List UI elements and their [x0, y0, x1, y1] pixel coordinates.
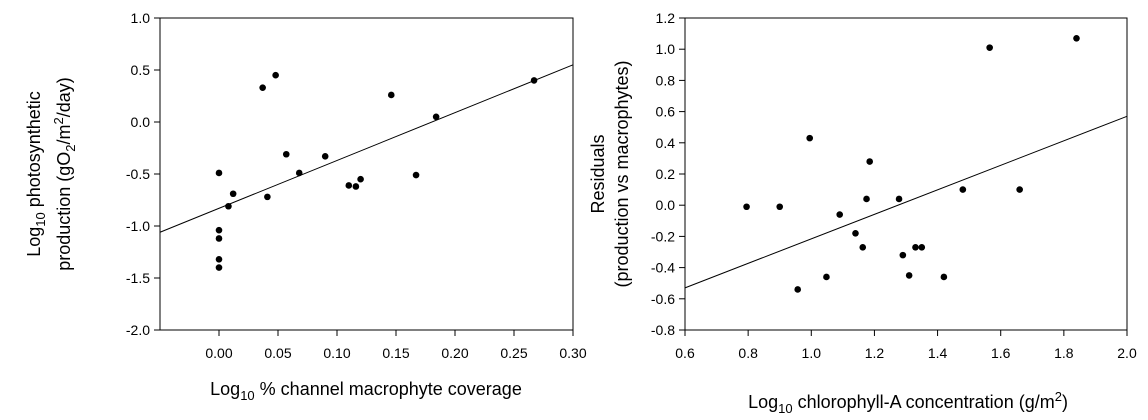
right-data-point	[863, 195, 870, 203]
left-data-point	[345, 182, 353, 189]
left-data-point	[321, 153, 329, 160]
right-data-point	[895, 195, 903, 203]
right-data-point	[806, 134, 814, 142]
right-data-point	[899, 251, 907, 259]
left-data-point	[264, 193, 271, 201]
right-chart: 0.6 0.8 1.0 1.2 1.4 1.6 1.8 2.0 -0.8-0.6-0.4-0.…	[588, 10, 1137, 416]
right-y-axis-ticks: -0.8 -0.6 -0.4 -0.2 0.0 0.2 0.4 0.6 0.8 1.0 1.2	[651, 10, 685, 338]
right-x-tick-label: 0.8	[738, 345, 758, 361]
right-y-tick-label: 0.2	[656, 166, 676, 182]
right-regression-line	[684, 115, 1128, 289]
right-y-tick-label: -0.6	[651, 291, 675, 307]
left-x-tick-label: 0.05	[264, 345, 291, 361]
left-y-axis-label-line2: production (gO2/m2/day)	[51, 77, 78, 271]
left-data-point	[387, 91, 395, 99]
right-data-point	[852, 229, 859, 237]
right-y-tick-label: 1.0	[656, 41, 676, 57]
right-data-point	[986, 44, 993, 51]
left-y-tick-label: -1.5	[126, 270, 150, 286]
right-x-tick-label: 1.4	[928, 345, 948, 361]
right-y-tick-label: 0.4	[656, 135, 676, 151]
right-y-tick-label: 0.6	[656, 104, 676, 120]
left-data-point	[215, 235, 223, 242]
left-x-axis-label: Log10 % channel macrophyte coverage	[210, 379, 522, 403]
right-data-point	[836, 211, 843, 218]
left-x-tick-label: 0.00	[205, 345, 232, 361]
left-y-tick-label: 0.0	[131, 114, 151, 130]
left-y-tick-label: -1.0	[126, 218, 150, 234]
right-data-point	[743, 203, 750, 211]
left-data-point	[259, 84, 266, 91]
right-fit-line	[684, 115, 1128, 289]
right-data-point	[1016, 186, 1023, 193]
left-data-point	[229, 190, 237, 198]
left-y-tick-label: -0.5	[126, 166, 150, 182]
right-y-tick-label: -0.8	[651, 322, 675, 338]
right-x-tick-label: 1.8	[1054, 345, 1074, 361]
right-data-point	[866, 158, 873, 165]
left-data-point	[272, 71, 279, 79]
left-data-points	[215, 71, 538, 271]
left-y-tick-label: 0.5	[131, 62, 151, 78]
right-plot-frame	[684, 17, 1128, 331]
right-x-tick-label: 1.2	[865, 345, 885, 361]
left-data-point	[295, 169, 303, 177]
left-regression-line	[159, 64, 574, 233]
right-data-points	[743, 34, 1080, 293]
left-data-point	[530, 77, 538, 84]
right-y-tick-label: 0.0	[656, 197, 676, 213]
left-x-tick-label: 0.10	[323, 345, 350, 361]
left-data-point	[215, 169, 223, 177]
right-data-point	[959, 186, 967, 193]
left-data-point	[357, 175, 364, 183]
left-x-tick-label: 0.30	[559, 345, 586, 361]
right-data-point	[794, 286, 802, 293]
right-data-point	[859, 244, 867, 251]
left-y-tick-label: 1.0	[131, 10, 151, 26]
left-chart: 0.00 0.05 0.10 0.15 0.20 0.25 0.30 -2.0 -1.5 -1.…	[24, 10, 587, 403]
left-data-point	[215, 264, 223, 271]
left-x-tick-label: 0.20	[441, 345, 468, 361]
right-data-point	[1073, 34, 1080, 42]
right-y-tick-label: 1.2	[656, 10, 676, 26]
left-data-point	[215, 226, 223, 234]
right-data-point	[912, 244, 919, 251]
left-y-tick-label: -2.0	[126, 322, 150, 338]
right-y-axis-label-line2: (production vs macrophytes)	[612, 60, 632, 287]
left-x-tick-label: 0.15	[382, 345, 409, 361]
right-data-point	[940, 273, 948, 281]
left-data-point	[225, 202, 232, 210]
right-data-point	[776, 203, 784, 211]
right-x-tick-label: 2.0	[1117, 345, 1137, 361]
right-x-tick-label: 1.6	[991, 345, 1011, 361]
right-x-tick-label: 0.6	[675, 345, 695, 361]
left-data-point	[352, 183, 360, 190]
right-y-axis-label-line1: Residuals	[588, 134, 608, 213]
right-x-tick-label: 1.0	[802, 345, 822, 361]
left-fit-line	[159, 64, 574, 233]
left-y-axis-ticks: -2.0 -1.5 -1.0 -0.5 0.0 0.5 1.0	[126, 10, 160, 338]
left-data-point	[282, 150, 290, 158]
right-data-point	[905, 272, 913, 279]
left-x-tick-label: 0.25	[500, 345, 527, 361]
right-x-axis-label: Log10 chlorophyll-A concentration (g/m2)	[748, 389, 1068, 416]
right-data-point	[918, 244, 926, 251]
left-x-axis-ticks: 0.00 0.05 0.10 0.15 0.20 0.25 0.30	[205, 330, 587, 361]
left-data-point	[432, 113, 440, 121]
left-y-axis-label-line1: Log10 photosynthetic	[24, 91, 48, 257]
right-x-axis-ticks: 0.6 0.8 1.0 1.2 1.4 1.6 1.8 2.0	[675, 330, 1137, 361]
right-y-tick-label: -0.2	[651, 228, 675, 244]
right-y-tick-label: -0.4	[651, 260, 675, 276]
left-data-point	[412, 171, 420, 179]
right-y-tick-label: 0.8	[656, 72, 676, 88]
left-data-point	[215, 255, 223, 263]
right-data-point	[823, 273, 830, 281]
